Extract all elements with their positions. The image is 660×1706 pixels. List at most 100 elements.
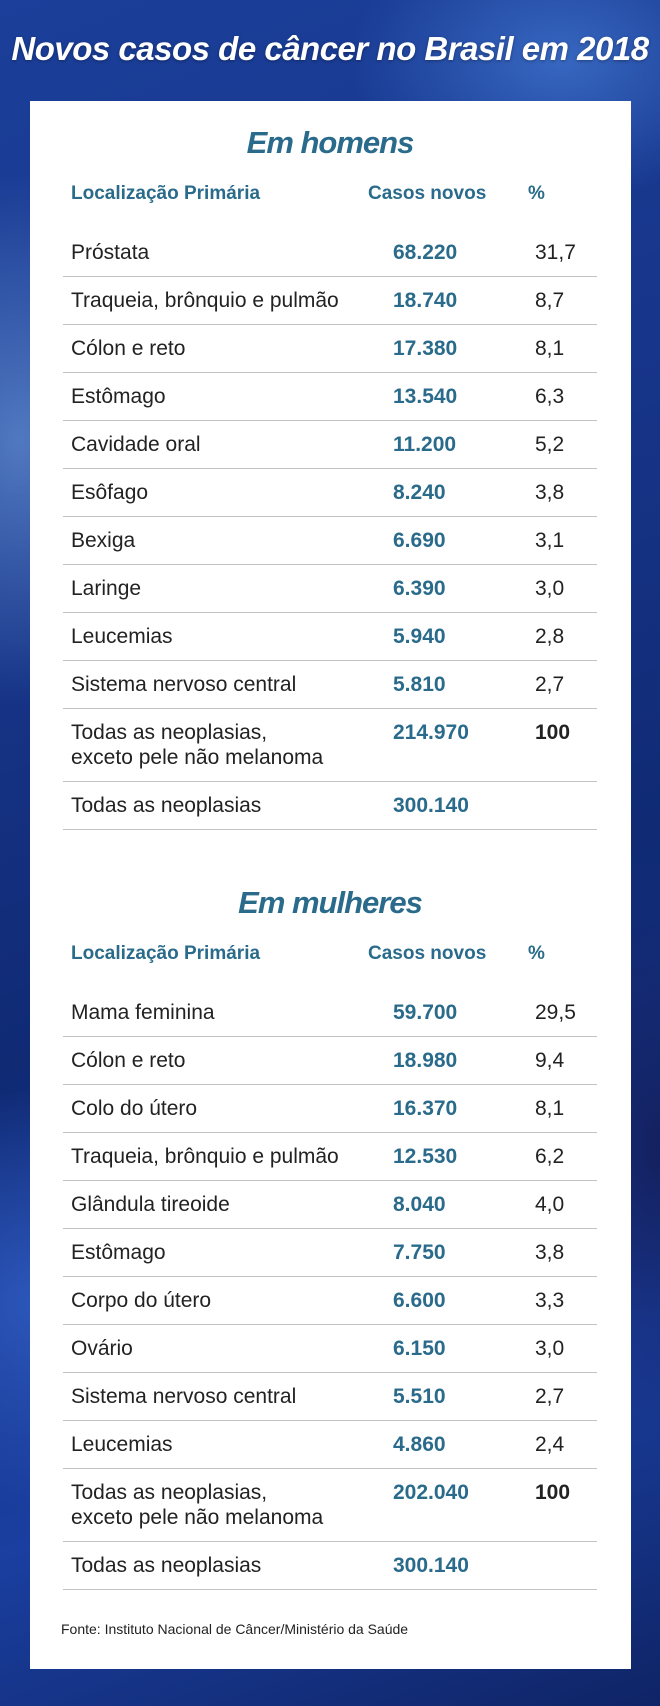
row-cases: 4.860 [393, 1433, 446, 1456]
section-title-women: Em mulheres [238, 885, 423, 920]
row-pct: 6,3 [535, 385, 565, 408]
row-name: Sistema nervoso central [71, 673, 297, 696]
row-pct: 3,0 [535, 1337, 565, 1360]
row-cases: 11.200 [393, 433, 457, 456]
row-cases: 68.220 [393, 241, 458, 264]
row-cases: 18.980 [393, 1049, 458, 1072]
row-cases: 300.140 [393, 1554, 469, 1577]
row-name: Todas as neoplasias, exceto pele não mela… [71, 1480, 361, 1530]
row-pct: 2,8 [535, 625, 565, 648]
row-name: Corpo do útero [71, 1289, 212, 1312]
header-pct: % [528, 943, 545, 964]
row-name: Traqueia, brônquio e pulmão [71, 1145, 339, 1168]
row-name: Traqueia, brônquio e pulmão [71, 289, 339, 312]
table-row: Sistema nervoso central 5.810 2,7 [63, 661, 597, 709]
row-pct: 6,2 [535, 1145, 565, 1168]
row-name: Mama feminina [71, 1001, 215, 1024]
table-row: Estômago 7.750 3,8 [63, 1229, 597, 1277]
row-name: Cólon e reto [71, 337, 186, 360]
header-pct: % [528, 183, 545, 204]
row-name: Colo do útero [71, 1097, 198, 1120]
row-pct: 3,3 [535, 1289, 565, 1312]
row-pct: 31,7 [535, 241, 576, 264]
table-row: Traqueia, brônquio e pulmão 12.530 6,2 [63, 1133, 597, 1181]
row-pct: 29,5 [535, 1001, 576, 1024]
row-name: Leucemias [71, 1433, 173, 1456]
row-cases: 202.040 [393, 1481, 469, 1504]
table-row: Cólon e reto 18.980 9,4 [63, 1037, 597, 1085]
table-body-men: Próstata 68.220 31,7 Traqueia, brônquio e … [63, 229, 597, 830]
page-title: Novos casos de câncer no Brasil em 2018 [11, 30, 649, 67]
table-row-total-excl: Todas as neoplasias, exceto pele não mela… [63, 709, 597, 782]
row-cases: 17.380 [393, 337, 458, 360]
row-pct: 3,1 [535, 529, 565, 552]
table-row: Sistema nervoso central 5.510 2,7 [63, 1373, 597, 1421]
row-name-line2: exceto pele não melanoma [71, 746, 324, 769]
row-pct: 100 [535, 1481, 571, 1504]
row-pct: 3,8 [535, 481, 565, 504]
row-cases: 5.940 [393, 625, 446, 648]
row-cases: 6.150 [393, 1337, 446, 1360]
table-row: Bexiga 6.690 3,1 [63, 517, 597, 565]
table-header-men: Localização Primária Casos novos % [63, 175, 597, 215]
table-row: Colo do útero 16.370 8,1 [63, 1085, 597, 1133]
row-cases: 8.240 [393, 481, 446, 504]
row-pct: 2,7 [535, 1385, 565, 1408]
row-cases: 214.970 [393, 721, 469, 744]
row-name: Todas as neoplasias [71, 1554, 262, 1577]
row-cases: 300.140 [393, 794, 469, 817]
row-pct: 3,8 [535, 1241, 565, 1264]
row-pct: 2,7 [535, 673, 565, 696]
row-name: Estômago [71, 1241, 166, 1264]
row-pct: 8,1 [535, 1097, 565, 1120]
section-men: Em homens Localização Primária Casos nov… [63, 121, 597, 830]
source-note: Fonte: Instituto Nacional de Câncer/Mini… [61, 1621, 409, 1637]
table-row: Mama feminina 59.700 29,5 [63, 989, 597, 1037]
row-pct: 8,1 [535, 337, 565, 360]
header-cases: Casos novos [368, 943, 487, 964]
row-name: Leucemias [71, 625, 173, 648]
row-pct: 4,0 [535, 1193, 565, 1216]
row-name: Todas as neoplasias, exceto pele não mela… [71, 720, 361, 770]
row-name: Estômago [71, 385, 166, 408]
row-pct: 100 [535, 721, 571, 744]
row-pct: 2,4 [535, 1433, 565, 1456]
table-row: Glândula tireoide 8.040 4,0 [63, 1181, 597, 1229]
row-cases: 8.040 [393, 1193, 446, 1216]
table-row: Corpo do útero 6.600 3,3 [63, 1277, 597, 1325]
row-name: Todas as neoplasias [71, 794, 262, 817]
row-cases: 16.370 [393, 1097, 458, 1120]
table-header-women: Localização Primária Casos novos % [63, 935, 597, 975]
table-row: Traqueia, brônquio e pulmão 18.740 8,7 [63, 277, 597, 325]
table-row: Laringe 6.390 3,0 [63, 565, 597, 613]
row-cases: 5.510 [393, 1385, 446, 1408]
table-row: Leucemias 4.860 2,4 [63, 1421, 597, 1469]
table-card: Em homens Localização Primária Casos nov… [30, 101, 631, 1669]
row-pct: 3,0 [535, 577, 565, 600]
table-row-total-excl: Todas as neoplasias, exceto pele não mela… [63, 1469, 597, 1542]
row-name: Cólon e reto [71, 1049, 186, 1072]
table-row: Leucemias 5.940 2,8 [63, 613, 597, 661]
row-name: Cavidade oral [71, 433, 201, 456]
row-name: Bexiga [71, 529, 136, 552]
row-cases: 5.810 [393, 673, 446, 696]
row-name: Ovário [71, 1337, 133, 1360]
row-pct: 8,7 [535, 289, 565, 312]
row-name: Glândula tireoide [71, 1193, 230, 1216]
row-name-line1: Todas as neoplasias, [71, 721, 268, 744]
row-cases: 6.600 [393, 1289, 446, 1312]
table-row: Cólon e reto 17.380 8,1 [63, 325, 597, 373]
table-row-total-all: Todas as neoplasias 300.140 [63, 1542, 597, 1590]
row-name: Esôfago [71, 481, 149, 504]
row-cases: 12.530 [393, 1145, 458, 1168]
header-location: Localização Primária [71, 183, 261, 204]
table-row: Ovário 6.150 3,0 [63, 1325, 597, 1373]
table-row: Estômago 13.540 6,3 [63, 373, 597, 421]
row-name-line1: Todas as neoplasias, [71, 1481, 268, 1504]
table-row: Próstata 68.220 31,7 [63, 229, 597, 277]
table-body-women: Mama feminina 59.700 29,5 Cólon e reto 18.9… [63, 989, 597, 1590]
row-name: Laringe [71, 577, 142, 600]
row-cases: 7.750 [393, 1241, 446, 1264]
row-cases: 6.390 [393, 577, 446, 600]
row-name: Sistema nervoso central [71, 1385, 297, 1408]
